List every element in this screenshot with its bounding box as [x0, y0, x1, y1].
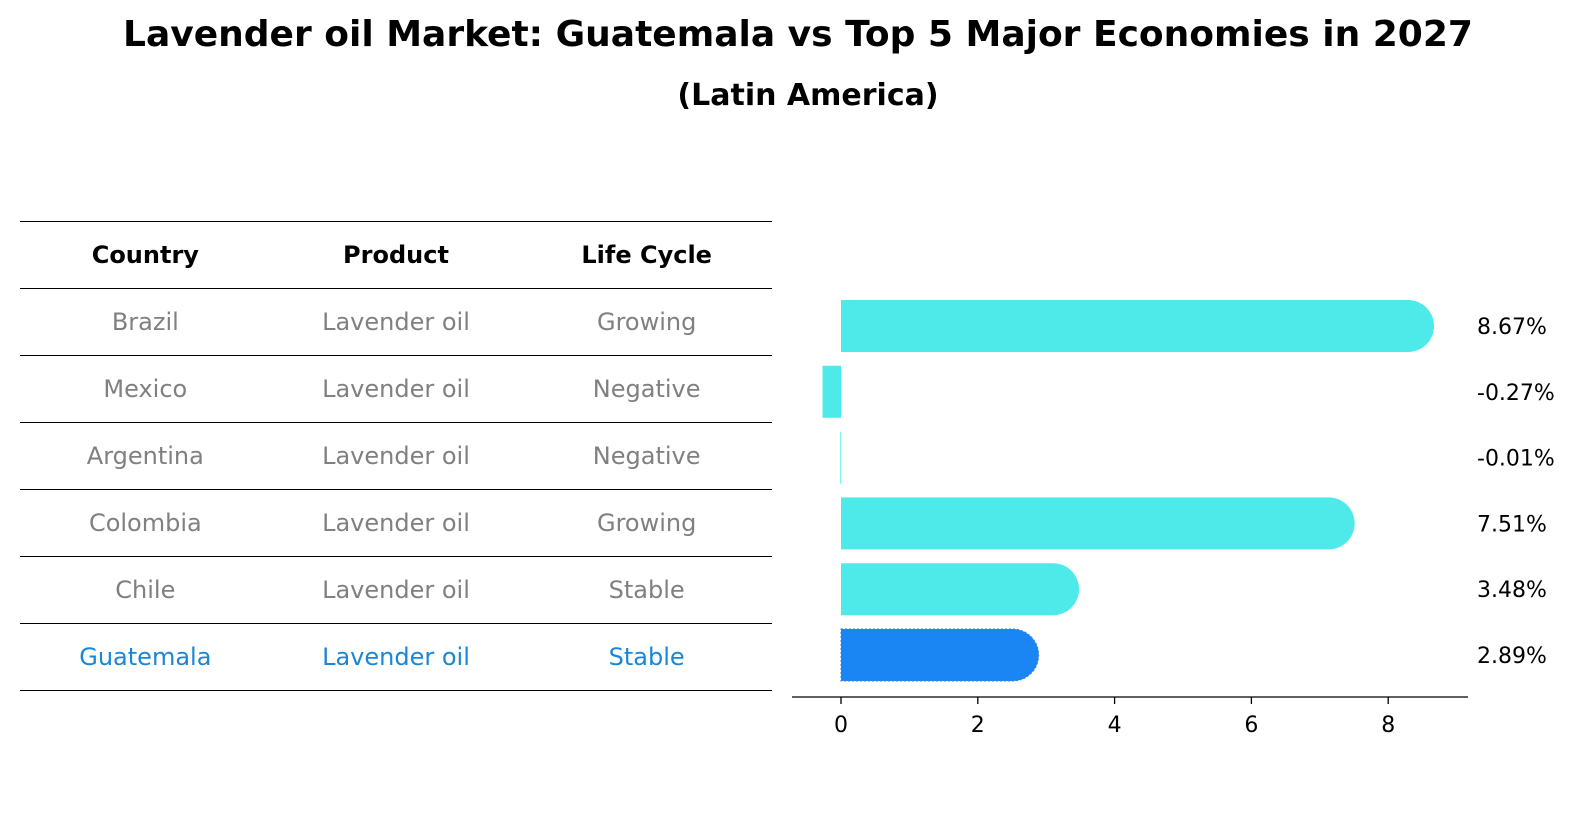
cell-product: Lavender oil: [270, 355, 522, 423]
cell-product: Lavender oil: [270, 489, 522, 557]
bar-argentina: [840, 431, 841, 484]
table-row: Mexico Lavender oil Negative: [20, 355, 772, 423]
table-row: Brazil Lavender oil Growing: [20, 288, 772, 356]
cell-product: Lavender oil: [270, 422, 522, 490]
cell-product: Lavender oil: [270, 288, 522, 356]
table-row: Chile Lavender oil Stable: [20, 556, 772, 624]
value-label-chile: 3.48%: [1477, 578, 1547, 603]
table-row: Colombia Lavender oil Growing: [20, 489, 772, 557]
cell-product: Lavender oil: [270, 556, 522, 624]
bar-colombia: [841, 497, 1355, 550]
header-life-cycle: Life Cycle: [521, 221, 772, 289]
cell-country: Guatemala: [20, 623, 271, 691]
table-header-row: Country Product Life Cycle: [20, 221, 772, 289]
cell-life-cycle: Negative: [521, 422, 772, 490]
chart-subtitle: (Latin America): [677, 78, 939, 113]
value-label-guatemala: 2.89%: [1477, 644, 1547, 669]
value-label-mexico: -0.27%: [1477, 381, 1555, 406]
header-country: Country: [20, 221, 271, 289]
bar-brazil: [841, 300, 1435, 352]
x-tick-label: 8: [1381, 713, 1395, 738]
table-row-highlighted: Guatemala Lavender oil Stable: [20, 623, 772, 691]
cell-country: Chile: [20, 556, 271, 624]
cell-life-cycle: Negative: [521, 355, 772, 423]
cell-country: Argentina: [20, 422, 271, 490]
cell-life-cycle: Growing: [521, 288, 772, 356]
life-cycle-table: Country Product Life Cycle Brazil Lavend…: [20, 221, 772, 691]
x-tick-label: 2: [971, 713, 985, 738]
cell-product: Lavender oil: [270, 623, 522, 691]
cell-life-cycle: Growing: [521, 489, 772, 557]
chart-title: Lavender oil Market: Guatemala vs Top 5 …: [123, 14, 1473, 55]
bar-mexico: [822, 365, 841, 418]
table-row: Argentina Lavender oil Negative: [20, 422, 772, 490]
x-tick-label: 0: [834, 713, 848, 738]
cell-life-cycle: Stable: [521, 556, 772, 624]
cell-life-cycle: Stable: [521, 623, 772, 691]
x-tick-label: 4: [1108, 713, 1122, 738]
bar-chile: [841, 563, 1080, 616]
cell-country: Colombia: [20, 489, 271, 557]
x-tick-label: 6: [1244, 713, 1258, 738]
bar-guatemala: [840, 628, 1040, 682]
cell-country: Brazil: [20, 288, 271, 356]
cell-country: Mexico: [20, 355, 271, 423]
value-label-brazil: 8.67%: [1477, 315, 1547, 340]
value-label-argentina: -0.01%: [1477, 447, 1555, 472]
value-label-colombia: 7.51%: [1477, 512, 1547, 537]
header-product: Product: [270, 221, 522, 289]
